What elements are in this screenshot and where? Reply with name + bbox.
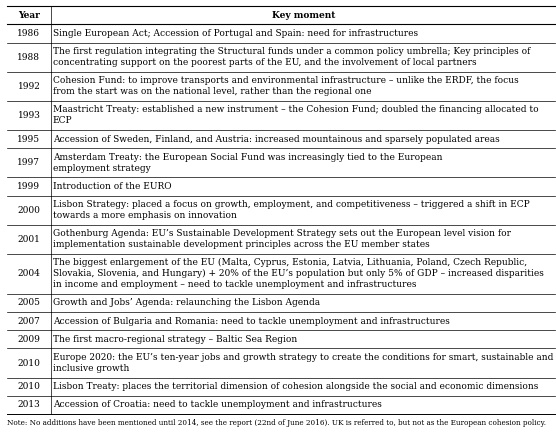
Text: in income and employment – need to tackle unemployment and infrastructures: in income and employment – need to tackl… <box>53 280 416 289</box>
Text: Slovakia, Slovenia, and Hungary) + 20% of the EU’s population but only 5% of GDP: Slovakia, Slovenia, and Hungary) + 20% o… <box>53 269 544 278</box>
Text: Lisbon Treaty: places the territorial dimension of cohesion alongside the social: Lisbon Treaty: places the territorial di… <box>53 382 538 391</box>
Text: Growth and Jobs’ Agenda: relaunching the Lisbon Agenda: Growth and Jobs’ Agenda: relaunching the… <box>53 299 320 307</box>
Text: The first macro-regional strategy – Baltic Sea Region: The first macro-regional strategy – Balt… <box>53 335 297 344</box>
Text: 2005: 2005 <box>17 299 41 307</box>
Text: 1993: 1993 <box>17 111 41 120</box>
Text: 2000: 2000 <box>17 206 41 214</box>
Text: 2001: 2001 <box>17 235 41 244</box>
Text: 2007: 2007 <box>17 317 41 326</box>
Text: Year: Year <box>18 11 40 20</box>
Text: Single European Act; Accession of Portugal and Spain: need for infrastructures: Single European Act; Accession of Portug… <box>53 29 418 38</box>
Text: 2010: 2010 <box>17 382 41 391</box>
Text: Accession of Sweden, Finland, and Austria: increased mountainous and sparsely po: Accession of Sweden, Finland, and Austri… <box>53 135 500 144</box>
Text: 1997: 1997 <box>17 158 41 167</box>
Text: inclusive growth: inclusive growth <box>53 364 129 373</box>
Text: ECP: ECP <box>53 117 72 125</box>
Text: Amsterdam Treaty: the European Social Fund was increasingly tied to the European: Amsterdam Treaty: the European Social Fu… <box>53 153 443 162</box>
Text: 1986: 1986 <box>17 29 41 38</box>
Text: 2010: 2010 <box>17 358 41 368</box>
Text: concentrating support on the poorest parts of the EU, and the involvement of loc: concentrating support on the poorest par… <box>53 58 476 67</box>
Text: from the start was on the national level, rather than the regional one: from the start was on the national level… <box>53 87 371 96</box>
Text: The biggest enlargement of the EU (Malta, Cyprus, Estonia, Latvia, Lithuania, Po: The biggest enlargement of the EU (Malta… <box>53 258 527 268</box>
Text: 1992: 1992 <box>17 82 41 91</box>
Text: implementation sustainable development principles across the EU member states: implementation sustainable development p… <box>53 240 430 249</box>
Text: 2009: 2009 <box>17 335 41 344</box>
Text: Gothenburg Agenda: EU’s Sustainable Development Strategy sets out the European l: Gothenburg Agenda: EU’s Sustainable Deve… <box>53 229 511 238</box>
Text: 1988: 1988 <box>17 53 41 62</box>
Text: The first regulation integrating the Structural funds under a common policy umbr: The first regulation integrating the Str… <box>53 47 530 56</box>
Text: Accession of Croatia: need to tackle unemployment and infrastructures: Accession of Croatia: need to tackle une… <box>53 400 382 409</box>
Text: towards a more emphasis on innovation: towards a more emphasis on innovation <box>53 211 237 220</box>
Text: Lisbon Strategy: placed a focus on growth, employment, and competitiveness – tri: Lisbon Strategy: placed a focus on growt… <box>53 200 529 209</box>
Text: employment strategy: employment strategy <box>53 164 151 173</box>
Text: Introduction of the EURO: Introduction of the EURO <box>53 182 171 191</box>
Text: Accession of Bulgaria and Romania: need to tackle unemployment and infrastructur: Accession of Bulgaria and Romania: need … <box>53 317 450 326</box>
Text: 2004: 2004 <box>17 269 41 278</box>
Text: 2013: 2013 <box>18 400 40 409</box>
Text: Europe 2020: the EU’s ten-year jobs and growth strategy to create the conditions: Europe 2020: the EU’s ten-year jobs and … <box>53 353 553 362</box>
Text: Note: No additions have been mentioned until 2014, see the report (22nd of June : Note: No additions have been mentioned u… <box>7 419 545 427</box>
Text: Cohesion Fund: to improve transports and environmental infrastructure – unlike t: Cohesion Fund: to improve transports and… <box>53 76 519 85</box>
Text: Maastricht Treaty: established a new instrument – the Cohesion Fund; doubled the: Maastricht Treaty: established a new ins… <box>53 105 538 114</box>
Text: Key moment: Key moment <box>272 11 335 20</box>
Text: 1995: 1995 <box>17 135 41 144</box>
Text: 1999: 1999 <box>17 182 41 191</box>
